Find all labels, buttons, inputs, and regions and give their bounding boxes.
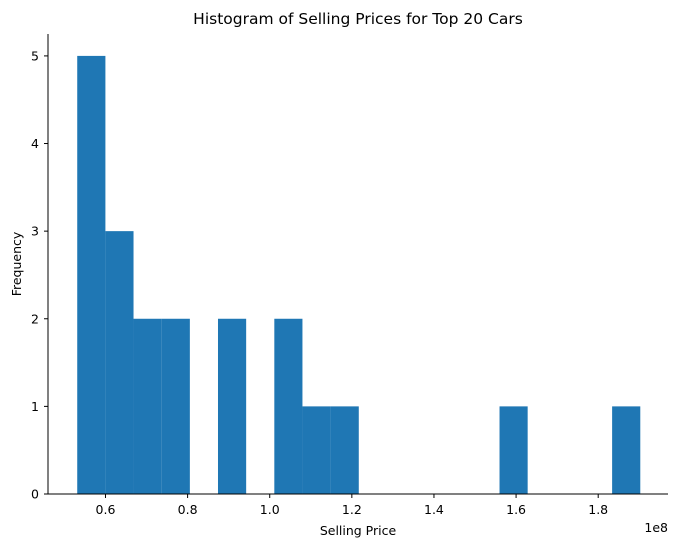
histogram-bar <box>161 318 190 494</box>
x-tick-label: 1.6 <box>506 502 526 517</box>
y-tick-label: 2 <box>31 311 39 326</box>
x-tick-label: 1.4 <box>424 502 444 517</box>
x-tick-label: 1.2 <box>342 502 362 517</box>
x-axis-label: Selling Price <box>320 523 397 538</box>
y-tick-label: 0 <box>31 487 39 502</box>
x-tick-label: 1.0 <box>260 502 280 517</box>
y-axis-ticks: 0 1 2 3 4 5 <box>31 48 48 502</box>
axes <box>47 34 668 495</box>
histogram-bar <box>499 406 528 494</box>
histogram-bar <box>105 231 134 494</box>
histogram-bar <box>612 406 641 494</box>
y-tick-label: 3 <box>31 224 39 239</box>
histogram-bar <box>330 406 359 494</box>
histogram-bar <box>274 318 303 494</box>
y-tick-label: 4 <box>31 136 39 151</box>
x-tick-label: 0.6 <box>96 502 116 517</box>
x-tick-label: 0.8 <box>178 502 198 517</box>
histogram-bar <box>133 318 162 494</box>
x-axis-ticks: 0.6 0.8 1.0 1.2 1.4 1.6 1.8 <box>96 494 608 517</box>
histogram-bar <box>302 406 331 494</box>
histogram-bar <box>77 55 106 495</box>
y-axis-label: Frequency <box>9 231 24 296</box>
y-tick-label: 1 <box>31 399 39 414</box>
histogram-bar <box>217 318 247 494</box>
x-axis-offset-label: 1e8 <box>644 520 668 535</box>
histogram-bars <box>77 55 641 495</box>
x-tick-label: 1.8 <box>588 502 608 517</box>
y-tick-label: 5 <box>31 48 39 63</box>
chart-title: Histogram of Selling Prices for Top 20 C… <box>193 10 523 28</box>
